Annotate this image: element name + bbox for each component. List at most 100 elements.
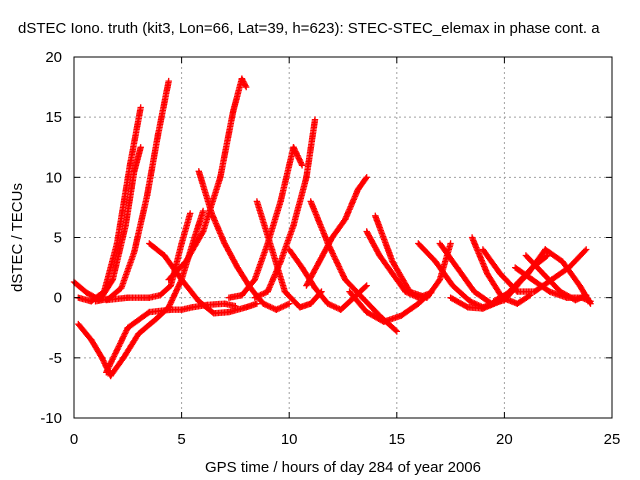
series-14-points xyxy=(303,174,370,289)
data-point xyxy=(335,262,342,269)
data-point xyxy=(332,256,339,263)
data-point xyxy=(123,327,130,334)
y-tick-label: 20 xyxy=(45,49,62,66)
series-7-points xyxy=(146,240,261,317)
y-axis-title: dSTEC / TECUs xyxy=(9,183,26,292)
series-15-points xyxy=(307,198,400,335)
series-3-points xyxy=(92,77,172,305)
data-point xyxy=(264,302,271,309)
data-point xyxy=(276,305,283,312)
x-tick-label: 10 xyxy=(281,431,298,448)
data-point xyxy=(137,104,144,111)
data-point xyxy=(232,302,239,310)
data-point xyxy=(111,351,118,359)
data-point xyxy=(338,269,345,276)
series-11-points xyxy=(251,116,319,301)
data-point xyxy=(333,259,341,266)
data-point xyxy=(217,230,224,237)
data-point xyxy=(170,294,177,301)
x-tick-label: 20 xyxy=(496,431,513,448)
data-point xyxy=(242,82,249,89)
data-point xyxy=(99,356,106,363)
data-point xyxy=(144,309,152,317)
data-point xyxy=(101,360,108,367)
data-point xyxy=(119,334,127,341)
data-point xyxy=(349,197,357,204)
data-point xyxy=(213,221,220,229)
data-point xyxy=(110,354,117,362)
data-point xyxy=(168,297,176,304)
data-point xyxy=(298,160,305,168)
data-point xyxy=(117,340,124,347)
data-point xyxy=(587,298,594,305)
series-24-points xyxy=(490,246,594,307)
y-tick-label: 15 xyxy=(45,109,62,126)
data-point xyxy=(105,363,113,370)
x-tick-label: 0 xyxy=(70,431,78,448)
series-12-points xyxy=(253,198,325,311)
series-4-points xyxy=(75,207,207,380)
data-point xyxy=(362,175,369,182)
series-17-points xyxy=(363,228,435,301)
x-tick-label: 25 xyxy=(604,431,621,448)
data-point xyxy=(187,210,194,217)
data-point xyxy=(137,144,144,151)
data-point xyxy=(328,249,336,256)
data-point xyxy=(121,330,129,337)
data-point xyxy=(171,290,179,297)
data-point xyxy=(239,76,246,84)
x-axis-title: GPS time / hours of day 284 of year 2006 xyxy=(205,459,481,476)
data-point xyxy=(199,229,206,237)
data-point xyxy=(117,338,125,346)
data-point xyxy=(362,283,369,290)
data-point xyxy=(336,264,343,272)
data-point xyxy=(363,174,370,181)
data-point xyxy=(291,146,298,154)
data-point xyxy=(100,357,107,364)
data-point xyxy=(281,302,289,309)
data-point xyxy=(255,292,263,299)
data-point xyxy=(253,293,260,301)
data-point xyxy=(583,292,590,299)
data-point xyxy=(331,254,338,262)
data-point xyxy=(243,83,250,91)
data-point xyxy=(277,304,284,311)
data-point xyxy=(325,241,332,249)
data-point xyxy=(113,347,120,354)
data-point xyxy=(121,331,128,339)
data-point xyxy=(284,301,291,308)
data-points xyxy=(70,75,594,380)
data-point xyxy=(240,79,248,87)
data-point xyxy=(326,243,333,250)
data-point xyxy=(327,246,334,253)
series-26-points xyxy=(522,252,590,304)
data-point xyxy=(447,240,454,247)
grid xyxy=(74,57,612,418)
data-point xyxy=(280,303,287,310)
data-point xyxy=(209,211,216,219)
axis-ticks: 0 5 10 15 20 25 -10 -5 0 5 10 15 20 xyxy=(40,49,620,448)
data-point xyxy=(103,367,111,374)
data-point xyxy=(165,77,172,85)
data-point xyxy=(104,366,111,373)
data-point xyxy=(298,162,306,169)
y-tick-label: 0 xyxy=(54,290,62,307)
data-point xyxy=(363,282,370,289)
data-point xyxy=(268,304,276,311)
data-point xyxy=(260,300,267,307)
data-point xyxy=(107,359,115,366)
data-point xyxy=(581,247,589,254)
series-2-points xyxy=(75,104,144,305)
data-point xyxy=(543,253,550,260)
series-8-points xyxy=(165,75,250,283)
data-point xyxy=(286,300,293,307)
data-point xyxy=(393,328,400,335)
data-point xyxy=(251,294,258,301)
data-point xyxy=(468,298,475,306)
data-point xyxy=(114,346,121,353)
data-point xyxy=(435,277,443,285)
data-point xyxy=(240,78,247,85)
data-point xyxy=(339,272,347,279)
series-10-points xyxy=(225,144,306,301)
data-point xyxy=(271,272,278,280)
